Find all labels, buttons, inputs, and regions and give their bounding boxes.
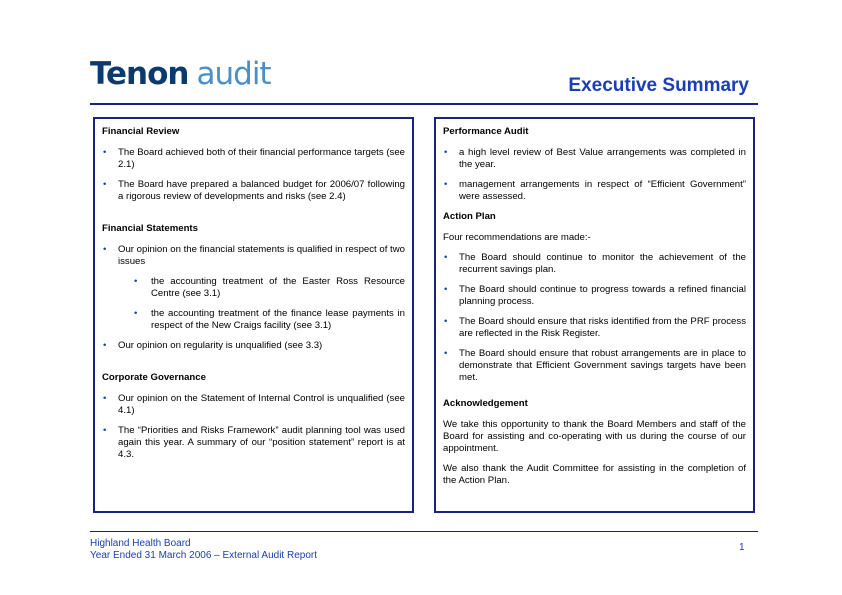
bullet-item: Our opinion on the Statement of Internal… [102,393,405,417]
section-heading: Acknowledgement [443,398,528,409]
logo: Tenon audit [90,56,272,92]
paragraph: We also thank the Audit Committee for as… [443,463,746,486]
bullet-text: Our opinion on the Statement of Internal… [118,393,405,416]
right-panel: Performance Audit a high level review of … [434,117,755,513]
bullet-item: The Board have prepared a balanced budge… [102,179,405,203]
section: Financial Review The Board achieved both … [102,126,405,203]
section-heading: Financial Review [102,126,180,137]
section: Performance Audit a high level review of … [443,126,746,203]
bullet-text: management arrangements in respect of “E… [459,179,746,202]
page-title: Executive Summary [568,75,749,96]
bullet-item: a high level review of Best Value arrang… [443,147,746,171]
bullet-text: The “Priorities and Risks Framework” aud… [118,425,405,460]
bullet-text: Our opinion on the financial statements … [118,244,405,267]
section-heading: Performance Audit [443,126,529,137]
bullet-item: The Board should continue to monitor the… [443,252,746,276]
bullet-text: The Board achieved both of their financi… [118,147,405,170]
bullet-item: Our opinion on regularity is unqualified… [102,340,405,352]
page-number: 1 [739,542,745,553]
bullet-text: a high level review of Best Value arrang… [459,147,746,170]
paragraph: Four recommendations are made:- [443,232,591,243]
bullet-text: The Board have prepared a balanced budge… [118,179,405,202]
footer-text: Highland Health Board [90,538,191,549]
bullet-text: The Board should ensure that risks ident… [459,316,746,339]
paragraph: We take this opportunity to thank the Bo… [443,419,746,454]
left-panel: Financial Review The Board achieved both … [93,117,414,513]
section: Corporate Governance Our opinion on the S… [102,372,405,461]
bullet-item: The Board achieved both of their financi… [102,147,405,171]
section: Action Plan Four recommendations are made… [443,211,746,384]
logo-part: Tenon [90,56,189,92]
section-heading: Action Plan [443,211,496,222]
bullet-text: The Board should continue to monitor the… [459,252,746,275]
bullet-text: The Board should continue to progress to… [459,284,746,307]
bullet-text: The Board should ensure that robust arra… [459,348,746,383]
logo-part: audit [196,56,272,92]
section: Acknowledgement We take this opportunity … [443,398,746,487]
bullet-item: The Board should ensure that robust arra… [443,348,746,384]
section-heading: Financial Statements [102,223,198,234]
bullet-item: The Board should continue to progress to… [443,284,746,308]
bullet-item: The Board should ensure that risks ident… [443,316,746,340]
header-rule [90,103,758,105]
footer-rule [90,531,758,532]
sub-bullet-item: the accounting treatment of the finance … [134,308,405,332]
section-heading: Corporate Governance [102,372,206,383]
sub-bullet-item: the accounting treatment of the Easter R… [134,276,405,300]
footer-text: Year Ended 31 March 2006 – External Audi… [90,550,318,561]
bullet-text: Our opinion on regularity is unqualified… [118,340,323,351]
bullet-item: management arrangements in respect of “E… [443,179,746,203]
sub-list: the accounting treatment of the Easter R… [118,276,405,332]
section: Financial Statements Our opinion on the f… [102,223,405,352]
bullet-item: The “Priorities and Risks Framework” aud… [102,425,405,461]
bullet-item: Our opinion on the financial statements … [102,244,405,332]
